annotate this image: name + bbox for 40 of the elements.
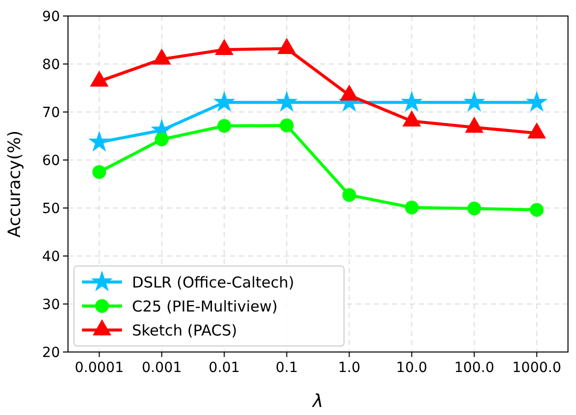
point (217, 119, 232, 133)
point (400, 90, 423, 112)
x-tick-label: 0.01 (208, 360, 240, 376)
y-axis-title: Accuracy(%) (5, 130, 25, 238)
point (214, 38, 234, 55)
y-tick-label: 30 (42, 296, 60, 313)
y-tick-label: 50 (42, 200, 60, 217)
y-tick-label: 20 (42, 344, 60, 361)
point (213, 90, 236, 112)
x-tick-label: 0.001 (142, 360, 182, 376)
point (280, 118, 294, 132)
x-tick-label: 1.0 (338, 360, 360, 376)
point (92, 165, 106, 179)
y-tick-label: 40 (42, 248, 60, 265)
x-tick-label: 1000.0 (512, 360, 562, 376)
point (463, 90, 486, 112)
point (404, 200, 419, 214)
x-tick-label: 0.1 (276, 360, 298, 376)
x-tick-label: 0.0001 (74, 360, 124, 376)
point (530, 203, 544, 217)
y-tick-label: 90 (42, 8, 60, 25)
point (467, 202, 482, 216)
point (340, 84, 359, 101)
point (88, 130, 110, 152)
point (526, 90, 548, 112)
point (277, 38, 296, 54)
point (154, 132, 169, 146)
x-tick-label: 10.0 (396, 360, 428, 376)
x-axis-title: λ (312, 391, 324, 412)
legend-label: Sketch (PACS) (132, 321, 238, 340)
point (276, 90, 298, 112)
point (342, 188, 356, 202)
y-tick-label: 70 (42, 104, 60, 121)
x-tick-label: 100.0 (454, 360, 494, 376)
point (152, 48, 172, 65)
y-tick-label: 80 (42, 56, 60, 73)
y-tick-label: 60 (42, 152, 60, 169)
point (90, 70, 109, 87)
legend-label: DSLR (Office-Caltech) (132, 273, 294, 292)
legend-label: C25 (PIE-Multiview) (132, 297, 278, 316)
